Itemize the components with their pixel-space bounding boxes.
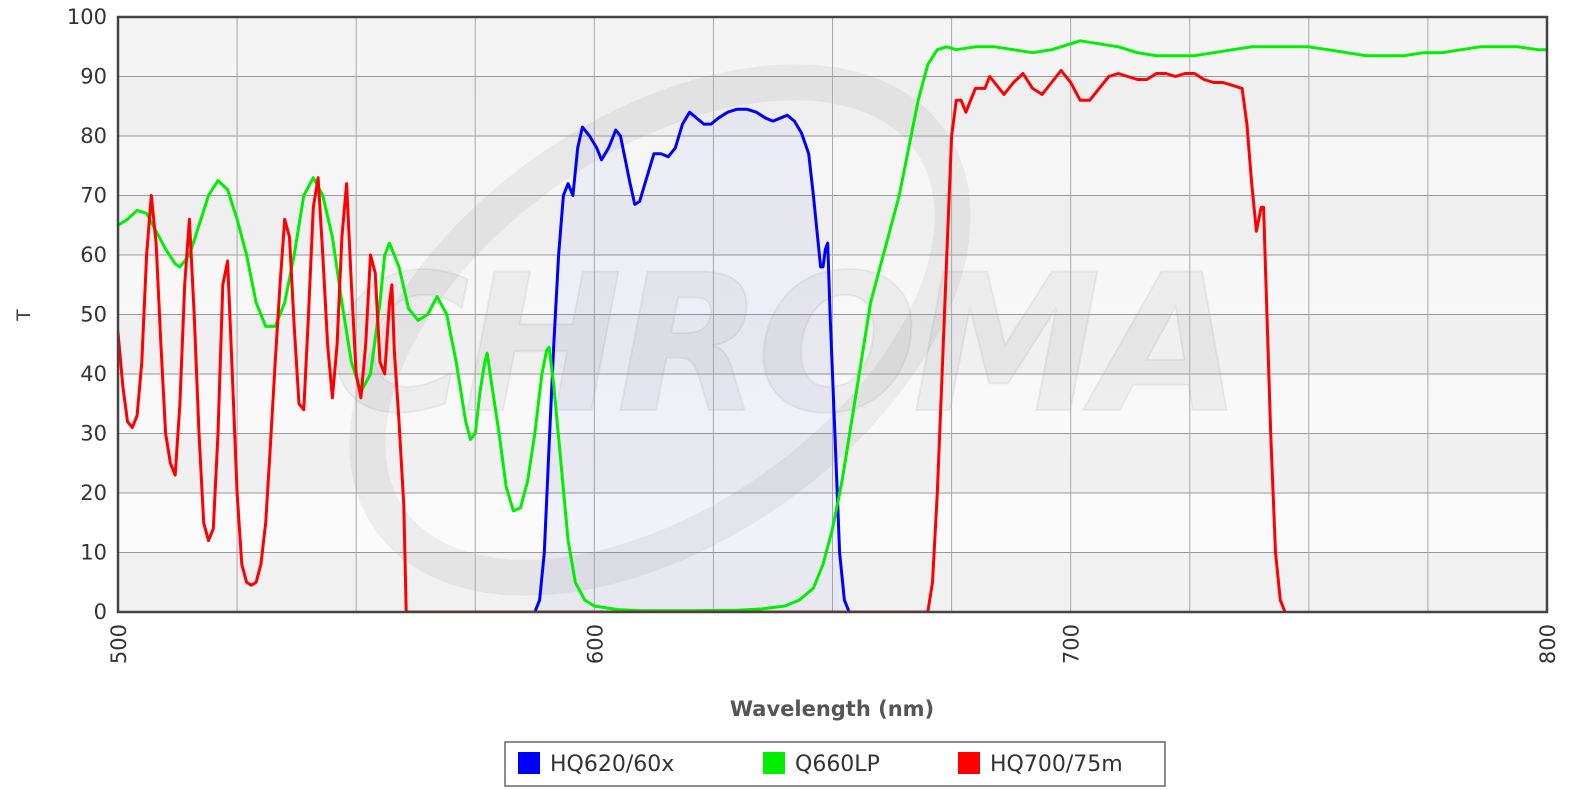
legend-swatch bbox=[518, 752, 540, 774]
y-tick-label: 60 bbox=[80, 243, 107, 267]
y-tick-label: 70 bbox=[80, 184, 107, 208]
series-line-hq620-60x bbox=[533, 107, 851, 612]
x-axis-label: Wavelength (nm) bbox=[730, 697, 934, 721]
legend-label: HQ620/60x bbox=[550, 752, 674, 777]
y-tick-label: 90 bbox=[80, 65, 107, 89]
series-group bbox=[118, 39, 1547, 612]
x-tick-label: 500 bbox=[107, 624, 131, 664]
legend: HQ620/60x Q660LP HQ700/75m bbox=[504, 741, 1166, 787]
x-tick-label: 800 bbox=[1536, 624, 1560, 664]
watermark-logo: CHROMA bbox=[329, 64, 1243, 596]
legend-box bbox=[504, 741, 1166, 787]
y-axis-ticks: 0 10 20 30 40 50 60 70 80 90 100 bbox=[67, 5, 107, 624]
legend-swatch bbox=[763, 752, 785, 774]
y-tick-label: 10 bbox=[80, 541, 107, 565]
legend-label: Q660LP bbox=[795, 752, 880, 777]
y-axis-label: T bbox=[13, 309, 35, 322]
y-tick-label: 30 bbox=[80, 422, 107, 446]
y-tick-label: 20 bbox=[80, 481, 107, 505]
x-tick-label: 700 bbox=[1060, 624, 1084, 664]
series-line-q660lp bbox=[118, 39, 1547, 612]
plot-border bbox=[116, 15, 1549, 614]
series-line-hq700-75m bbox=[118, 69, 1287, 612]
y-tick-label: 0 bbox=[94, 600, 107, 624]
watermark-text: CHROMA bbox=[330, 234, 1236, 455]
y-tick-label: 80 bbox=[80, 124, 107, 148]
x-axis-ticks: 500 600 700 800 bbox=[107, 624, 1560, 664]
y-tick-label: 40 bbox=[80, 362, 107, 386]
y-tick-label: 100 bbox=[67, 5, 107, 29]
legend-label: HQ700/75m bbox=[990, 752, 1123, 777]
y-tick-label: 50 bbox=[80, 303, 107, 327]
legend-swatch bbox=[958, 752, 980, 774]
series-area-hq620-60x bbox=[535, 109, 849, 612]
x-tick-label: 600 bbox=[583, 624, 607, 664]
